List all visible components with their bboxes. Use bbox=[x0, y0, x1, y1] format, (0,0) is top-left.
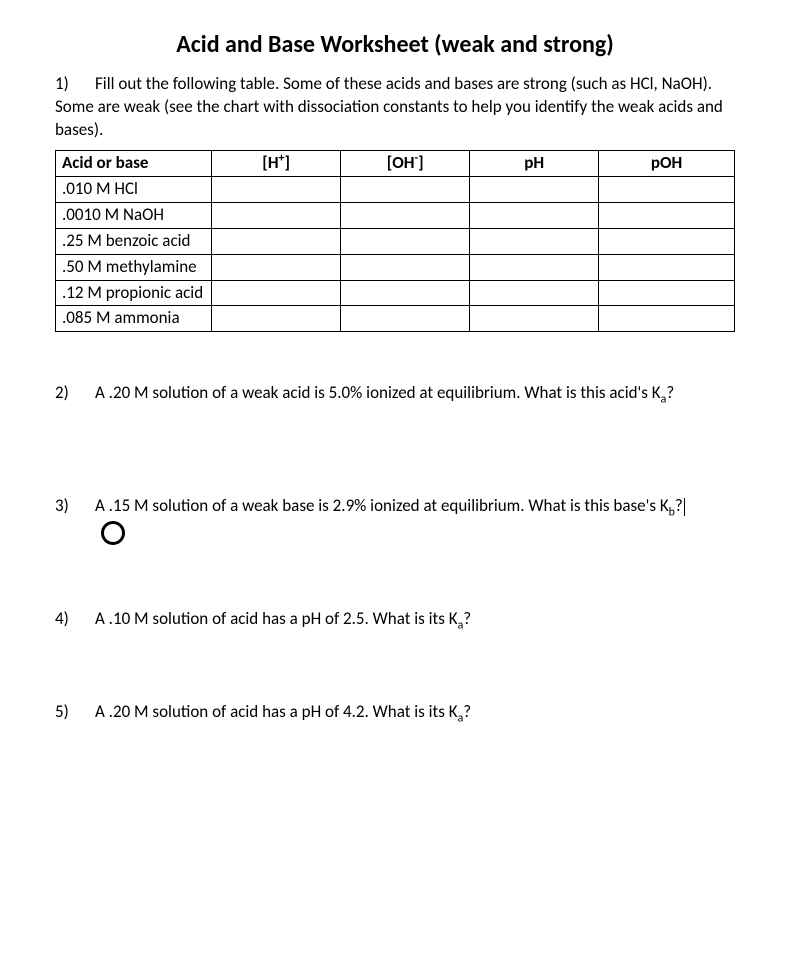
cell-poh bbox=[599, 280, 735, 306]
cell-hplus bbox=[212, 306, 341, 332]
cell-substance: .0010 M NaOH bbox=[56, 202, 212, 228]
question-3-pre: A .15 M solution of a weak base is 2.9% … bbox=[95, 495, 669, 516]
table-row: .010 M HCl bbox=[56, 176, 735, 202]
table-row: .0010 M NaOH bbox=[56, 202, 735, 228]
cell-poh bbox=[599, 228, 735, 254]
question-3-block: 3)A .15 M solution of a weak base is 2.9… bbox=[55, 495, 735, 518]
question-2: 2)A .20 M solution of a weak acid is 5.0… bbox=[55, 382, 735, 405]
question-3-number: 3) bbox=[55, 495, 95, 518]
col-header-h-plus: [H+] bbox=[212, 150, 341, 176]
question-4: 4)A .10 M solution of acid has a pH of 2… bbox=[55, 608, 735, 631]
col-header-oh-minus: [OH-] bbox=[341, 150, 470, 176]
cell-ph bbox=[470, 228, 599, 254]
cell-hplus bbox=[212, 280, 341, 306]
cell-ph bbox=[470, 306, 599, 332]
cell-substance: .50 M methylamine bbox=[56, 254, 212, 280]
cell-ohminus bbox=[341, 176, 470, 202]
question-3-post: ? bbox=[675, 495, 683, 516]
loading-ring-icon bbox=[101, 521, 125, 545]
cell-poh bbox=[599, 176, 735, 202]
question-5-post: ? bbox=[463, 701, 471, 722]
text-cursor-icon bbox=[684, 498, 685, 516]
cell-ohminus bbox=[341, 306, 470, 332]
table-header-row: Acid or base [H+] [OH-] pH pOH bbox=[56, 150, 735, 176]
question-1: 1)Fill out the following table. Some of … bbox=[55, 73, 735, 142]
cell-substance: .25 M benzoic acid bbox=[56, 228, 212, 254]
page-title: Acid and Base Worksheet (weak and strong… bbox=[55, 30, 735, 59]
question-3: 3)A .15 M solution of a weak base is 2.9… bbox=[55, 495, 735, 518]
question-4-number: 4) bbox=[55, 608, 95, 631]
question-5-number: 5) bbox=[55, 701, 95, 724]
cell-hplus bbox=[212, 254, 341, 280]
question-2-pre: A .20 M solution of a weak acid is 5.0% … bbox=[95, 382, 661, 403]
cell-ph bbox=[470, 254, 599, 280]
cell-ph bbox=[470, 202, 599, 228]
col-header-acid-or-base: Acid or base bbox=[56, 150, 212, 176]
question-5-pre: A .20 M solution of acid has a pH of 4.2… bbox=[95, 701, 458, 722]
table-row: .50 M methylamine bbox=[56, 254, 735, 280]
question-1-text: Fill out the following table. Some of th… bbox=[55, 73, 723, 140]
question-4-block: 4)A .10 M solution of acid has a pH of 2… bbox=[55, 608, 735, 631]
cell-hplus bbox=[212, 176, 341, 202]
cell-substance: .12 M propionic acid bbox=[56, 280, 212, 306]
col-header-ph: pH bbox=[470, 150, 599, 176]
question-4-post: ? bbox=[463, 608, 471, 629]
col-header-poh: pOH bbox=[599, 150, 735, 176]
cell-ph bbox=[470, 280, 599, 306]
cell-ohminus bbox=[341, 254, 470, 280]
cell-ohminus bbox=[341, 280, 470, 306]
acid-base-table: Acid or base [H+] [OH-] pH pOH .010 M HC… bbox=[55, 150, 735, 333]
question-1-number: 1) bbox=[55, 73, 95, 96]
cell-poh bbox=[599, 254, 735, 280]
cell-ohminus bbox=[341, 228, 470, 254]
question-2-number: 2) bbox=[55, 382, 95, 405]
cell-hplus bbox=[212, 202, 341, 228]
cell-substance: .085 M ammonia bbox=[56, 306, 212, 332]
cell-hplus bbox=[212, 228, 341, 254]
question-4-pre: A .10 M solution of acid has a pH of 2.5… bbox=[95, 608, 458, 629]
question-5-block: 5)A .20 M solution of acid has a pH of 4… bbox=[55, 701, 735, 724]
table-row: .12 M propionic acid bbox=[56, 280, 735, 306]
table-row: .25 M benzoic acid bbox=[56, 228, 735, 254]
cell-ph bbox=[470, 176, 599, 202]
cell-substance: .010 M HCl bbox=[56, 176, 212, 202]
question-2-post: ? bbox=[666, 382, 674, 403]
cell-ohminus bbox=[341, 202, 470, 228]
worksheet-page: Acid and Base Worksheet (weak and strong… bbox=[0, 0, 790, 844]
question-2-block: 2)A .20 M solution of a weak acid is 5.0… bbox=[55, 382, 735, 405]
table-row: .085 M ammonia bbox=[56, 306, 735, 332]
question-5: 5)A .20 M solution of acid has a pH of 4… bbox=[55, 701, 735, 724]
cell-poh bbox=[599, 306, 735, 332]
cell-poh bbox=[599, 202, 735, 228]
